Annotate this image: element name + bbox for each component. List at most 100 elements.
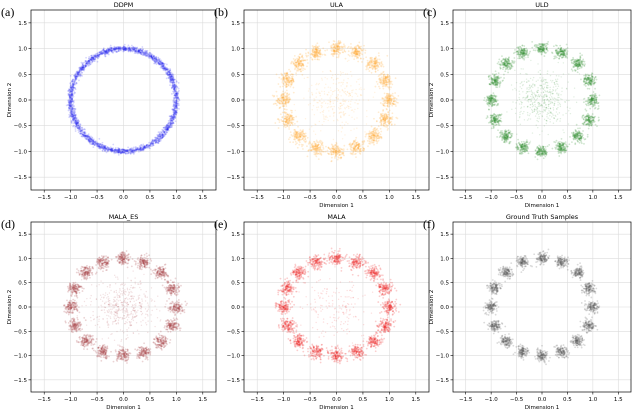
point [70, 105, 73, 108]
point [87, 60, 90, 62]
point [388, 120, 391, 122]
point [307, 149, 310, 152]
y-tick-label: −1.5 [14, 175, 28, 181]
point [69, 86, 72, 89]
point [359, 78, 361, 80]
point [112, 143, 115, 146]
point [342, 81, 344, 84]
point [367, 135, 370, 138]
point [134, 147, 137, 149]
point [313, 151, 316, 154]
point [298, 62, 301, 65]
point [326, 78, 328, 80]
point [333, 46, 336, 49]
point [380, 124, 382, 127]
point [150, 55, 153, 58]
point [154, 136, 156, 139]
point [348, 107, 350, 110]
point [329, 103, 331, 105]
point [357, 150, 359, 153]
point [316, 88, 318, 91]
point [335, 78, 338, 81]
point [88, 61, 91, 64]
point [130, 48, 133, 51]
point [75, 82, 78, 85]
point [364, 131, 366, 133]
point [366, 115, 368, 118]
point [376, 140, 379, 143]
point [96, 141, 99, 144]
point [158, 60, 161, 63]
point [339, 107, 342, 110]
point [323, 115, 325, 117]
point [338, 112, 340, 115]
point [141, 46, 144, 48]
point [90, 141, 93, 143]
point [313, 141, 316, 143]
point [163, 126, 165, 129]
point [293, 64, 296, 67]
point [84, 128, 86, 131]
point [376, 63, 379, 65]
point [386, 108, 388, 111]
point [310, 56, 312, 59]
point [129, 152, 132, 155]
point [332, 79, 335, 81]
point [351, 95, 353, 98]
point [332, 151, 334, 153]
point [311, 58, 314, 61]
point [70, 94, 73, 97]
point [317, 158, 320, 161]
point [390, 97, 393, 100]
point [319, 153, 321, 155]
point [305, 48, 307, 51]
point [77, 119, 79, 122]
point [329, 87, 332, 89]
point [157, 137, 159, 140]
point [104, 51, 107, 54]
point [324, 76, 326, 79]
point [273, 94, 276, 97]
point [375, 132, 378, 135]
point [170, 78, 173, 81]
point [166, 128, 169, 131]
point [377, 69, 379, 72]
point [177, 82, 180, 84]
point [276, 95, 278, 97]
point [157, 62, 160, 65]
point [129, 147, 132, 150]
point [339, 153, 342, 156]
point [318, 92, 321, 95]
point [386, 129, 389, 131]
point [295, 65, 298, 68]
point [281, 100, 283, 103]
point [307, 62, 309, 64]
point [67, 104, 69, 106]
point [293, 60, 296, 62]
point [350, 70, 352, 73]
point [281, 120, 284, 122]
point [371, 130, 374, 133]
point [74, 107, 77, 110]
point [127, 44, 130, 47]
point [137, 148, 140, 151]
point [92, 60, 95, 63]
point [75, 77, 77, 80]
point [366, 59, 369, 62]
point [295, 74, 298, 77]
point [80, 129, 83, 132]
point [124, 152, 127, 155]
point [377, 61, 380, 64]
point [282, 93, 285, 96]
point [345, 121, 347, 123]
point [281, 85, 284, 88]
point [76, 127, 79, 129]
point [110, 48, 113, 51]
point [299, 68, 302, 70]
point [390, 86, 392, 89]
point [283, 81, 286, 84]
point [151, 145, 154, 147]
point [301, 69, 304, 71]
point [304, 141, 307, 144]
point [341, 89, 344, 92]
